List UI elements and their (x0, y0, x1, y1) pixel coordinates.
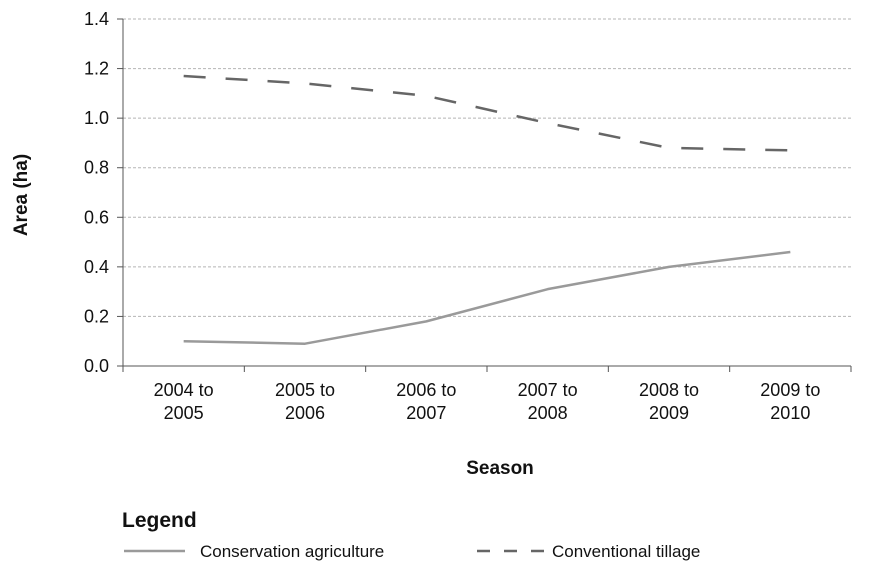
legend-label-conventional-tillage: Conventional tillage (552, 542, 700, 561)
x-tick-label: 2007 to 2008 (518, 380, 578, 423)
y-tick-label: 0.4 (84, 257, 109, 277)
series-line-conventional-tillage (183, 74, 791, 152)
legend-title: Legend (122, 509, 197, 532)
x-tick-labels: 2004 to 2005 2005 to 2006 2006 to 2007 2007 to… (154, 380, 821, 423)
y-tick-label: 1.2 (84, 59, 109, 79)
x-tick-label: 2004 to 2005 (154, 380, 214, 423)
y-tick-labels: 0.0 0.2 0.4 0.6 0.8 1.0 1.2 1.4 (84, 9, 109, 376)
y-tick-label: 1.4 (84, 9, 109, 29)
data-series (183, 74, 791, 345)
y-axis-label: Area (ha) (11, 154, 32, 236)
x-axis-label: Season (466, 458, 534, 479)
x-tick-label: 2006 to 2007 (396, 380, 456, 423)
y-tick-label: 1.0 (84, 108, 109, 128)
x-tick-label: 2009 to 2010 (760, 380, 820, 423)
series-line-conservation-agriculture (183, 250, 791, 345)
axes (117, 18, 852, 372)
x-tick-label: 2008 to 2009 (639, 380, 699, 423)
y-tick-label: 0.6 (84, 207, 109, 227)
x-tick-label: 2005 to 2006 (275, 380, 335, 423)
legend-label-conservation-agriculture: Conservation agriculture (200, 542, 384, 561)
y-tick-label: 0.0 (84, 356, 109, 376)
gridlines (123, 18, 851, 317)
y-tick-label: 0.2 (84, 306, 109, 326)
y-tick-label: 0.8 (84, 158, 109, 178)
legend: Legend Conservation agriculture Conventi… (122, 509, 700, 561)
